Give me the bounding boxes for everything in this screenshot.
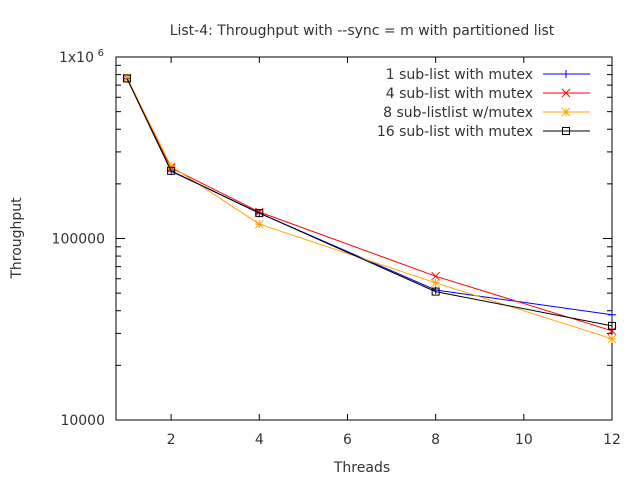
y-axis-label: Throughput (9, 197, 25, 280)
series-line (126, 78, 613, 327)
series-layer (122, 73, 617, 344)
legend-label: 16 sub-list with mutex (377, 124, 533, 140)
series-line (126, 77, 613, 340)
legend-label: 4 sub-list with mutex (386, 86, 533, 102)
x-tick-label: 2 (167, 432, 176, 448)
y-axis: 10000 100000 1x10 6 (52, 48, 612, 429)
data-point (255, 209, 264, 218)
series-cross (122, 73, 617, 336)
data-point (607, 334, 617, 344)
data-point (166, 161, 176, 171)
data-point (608, 321, 616, 330)
data-point (254, 219, 264, 229)
series-star (122, 73, 617, 344)
data-point (562, 70, 570, 78)
legend: 1 sub-list with mutex 4 sub-list with mut… (377, 67, 590, 140)
data-point (431, 287, 440, 296)
data-point (167, 166, 176, 175)
legend-item: 16 sub-list with mutex (377, 124, 590, 140)
data-point (607, 326, 617, 336)
series-line (126, 77, 613, 332)
series-square (123, 74, 616, 330)
legend-label: 8 sub-listlist w/mutex (383, 105, 533, 121)
x-tick-label: 4 (255, 432, 264, 448)
x-tick-label: 6 (343, 432, 352, 448)
x-tick-label: 10 (515, 432, 533, 448)
y-tick-label: 1x10 (59, 50, 94, 66)
x-axis-label: Threads (333, 460, 390, 476)
legend-item: 1 sub-list with mutex (386, 67, 590, 83)
series-plus (123, 74, 616, 319)
legend-item: 4 sub-list with mutex (386, 86, 590, 102)
x-axis: 2 4 6 8 10 12 (167, 57, 621, 448)
data-point (562, 127, 570, 135)
y-tick-label: 10000 (60, 413, 105, 429)
legend-item: 8 sub-listlist w/mutex (383, 105, 590, 121)
data-point (608, 310, 616, 319)
data-point (561, 107, 571, 117)
y-tick-label: 100000 (52, 232, 105, 248)
legend-label: 1 sub-list with mutex (386, 67, 533, 83)
chart-title: List-4: Throughput with --sync = m with … (170, 23, 555, 39)
y-tick-exponent: 6 (98, 48, 104, 59)
x-tick-label: 12 (603, 432, 621, 448)
data-point (123, 74, 132, 83)
data-point (431, 278, 440, 288)
x-tick-label: 8 (431, 432, 440, 448)
plot-frame (115, 56, 613, 421)
data-point (561, 88, 571, 98)
plot-border (115, 56, 613, 421)
series-line (126, 78, 613, 316)
data-point (431, 271, 440, 281)
